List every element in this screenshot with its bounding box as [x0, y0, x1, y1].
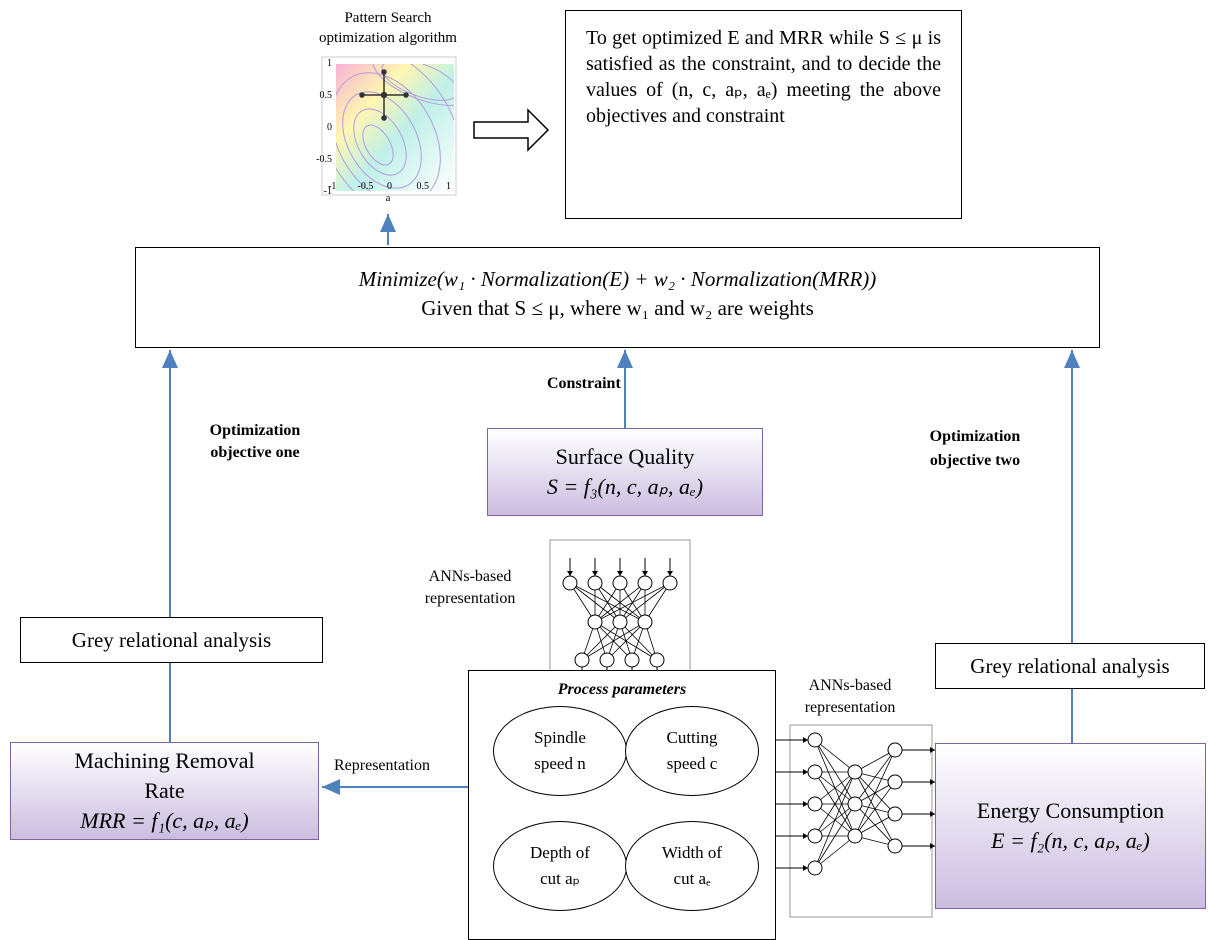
- box-title: Energy Consumption: [977, 796, 1164, 826]
- formula-box: Minimize(w₁ · Normalization(E) + w₂ · No…: [135, 247, 1100, 348]
- title-line: Pattern Search: [298, 8, 478, 28]
- label-line: Optimization: [175, 420, 335, 442]
- label-line: representation: [400, 588, 540, 610]
- parameter-text: cut aₚ: [540, 866, 580, 892]
- label-line: ANNs-based: [780, 675, 920, 697]
- ann-edge: [855, 750, 895, 804]
- label-line: Optimization: [895, 425, 1055, 449]
- ann-node: [613, 576, 627, 590]
- formula-line: Minimize(w₁ · Normalization(E) + w₂ · No…: [136, 265, 1099, 294]
- ann-edge: [855, 750, 895, 836]
- ann-node: [613, 615, 627, 629]
- parameter-text: Spindle: [534, 725, 586, 751]
- label-line: ANNs-based: [400, 566, 540, 588]
- ann-node: [888, 807, 902, 821]
- ann-node: [808, 733, 822, 747]
- box-formula: S = f₃(n, c, aₚ, aₑ): [547, 472, 703, 502]
- ann-node: [575, 653, 589, 667]
- box-title: Process parameters: [469, 681, 775, 699]
- ann-node: [808, 765, 822, 779]
- ann-node: [808, 797, 822, 811]
- surface-quality-box: Surface QualityS = f₃(n, c, aₚ, aₑ): [487, 428, 763, 516]
- plot-x-tick: -0.5: [358, 181, 374, 192]
- ann-node: [588, 576, 602, 590]
- ann-edge: [855, 782, 895, 836]
- objective-box: To get optimized E and MRR while S ≤ μ i…: [565, 10, 962, 219]
- ann-edge: [815, 740, 855, 772]
- parameter-ellipse: Cuttingspeed c: [625, 706, 759, 796]
- ann-node: [563, 576, 577, 590]
- box-formula: E = f₂(n, c, aₚ, aₑ): [991, 826, 1150, 856]
- plot-y-tick: 1: [327, 58, 332, 69]
- ann-node: [888, 743, 902, 757]
- parameter-text: Width of: [662, 840, 722, 866]
- parameter-text: speed c: [667, 751, 718, 777]
- parameter-text: cut aₑ: [674, 866, 711, 892]
- box-formula: MRR = f₁(c, aₚ, aₑ): [80, 806, 248, 836]
- ann-node: [650, 653, 664, 667]
- box-title: Surface Quality: [556, 442, 695, 472]
- plot-x-tick: 1: [446, 181, 451, 192]
- ann-node: [848, 765, 862, 779]
- box-title: Rate: [144, 776, 184, 806]
- title-line: optimization algorithm: [298, 28, 478, 48]
- parameter-text: speed n: [534, 751, 585, 777]
- grey-box-right: Grey relational analysis: [935, 643, 1205, 689]
- hollow-arrow: [474, 110, 548, 150]
- parameter-text: Cutting: [666, 725, 717, 751]
- ann-node: [888, 839, 902, 853]
- formula-line: Given that S ≤ μ, where w₁ and w₂ are we…: [136, 294, 1099, 323]
- label-line: objective two: [895, 449, 1055, 473]
- ann-node: [808, 861, 822, 875]
- ann-node: [638, 576, 652, 590]
- plot-x-label: a: [380, 192, 396, 204]
- ann-node: [888, 775, 902, 789]
- ann-node: [848, 829, 862, 843]
- ann-node: [663, 576, 677, 590]
- plot-x-tick: 0.5: [417, 181, 430, 192]
- ann-node: [808, 829, 822, 843]
- plot-x-tick: 0: [387, 181, 392, 192]
- constraint-label: Constraint: [547, 375, 621, 393]
- page: Pattern Searchoptimization algorithm 1 0.…: [0, 0, 1208, 925]
- plot-y-tick: 0: [327, 122, 332, 133]
- ann-edge: [815, 836, 855, 868]
- objective-text: To get optimized E and MRR while S ≤ μ i…: [586, 27, 941, 127]
- ann-frame: [790, 725, 932, 917]
- ann-node: [588, 615, 602, 629]
- box-title: Machining Removal: [74, 746, 254, 776]
- plot-y-tick: -0.5: [316, 154, 332, 165]
- process-parameters-box: Process parameters Spindlespeed nCutting…: [468, 670, 776, 940]
- plot-x-tick: -1: [328, 181, 336, 192]
- grey-box-left: Grey relational analysis: [20, 617, 323, 663]
- ann-edge: [815, 772, 855, 868]
- ann-node: [638, 615, 652, 629]
- ann-edge: [595, 583, 670, 622]
- label-line: objective one: [175, 442, 335, 464]
- ann-node: [625, 653, 639, 667]
- representation-label: Representation: [334, 757, 430, 775]
- plot-y-tick: 0.5: [320, 90, 333, 101]
- label-line: representation: [780, 697, 920, 719]
- ann-node: [600, 653, 614, 667]
- ann-node: [848, 797, 862, 811]
- parameter-text: Depth of: [530, 840, 590, 866]
